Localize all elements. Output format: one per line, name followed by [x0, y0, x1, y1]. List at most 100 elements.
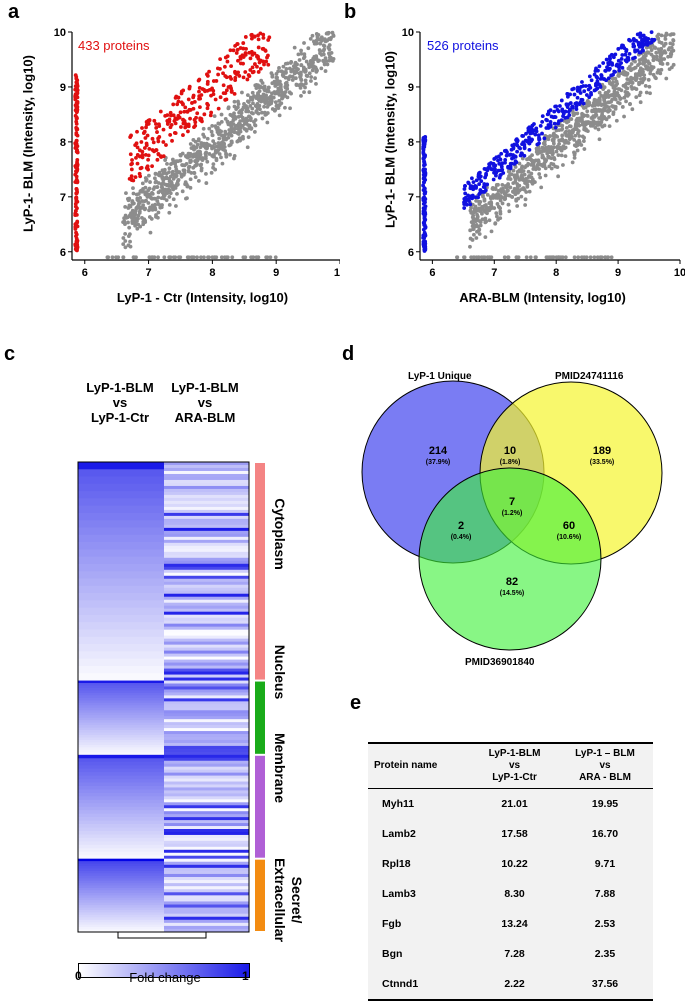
data-point — [594, 120, 599, 125]
data-point — [206, 255, 211, 260]
data-point — [198, 145, 203, 150]
enriched-point — [135, 145, 140, 150]
enriched-point — [178, 110, 183, 115]
data-point — [256, 91, 260, 96]
enriched-point — [510, 143, 515, 148]
data-point — [471, 221, 476, 226]
heatmap-cell — [164, 554, 249, 559]
heatmap-cell — [164, 922, 249, 927]
enriched-point — [179, 125, 183, 129]
data-point — [262, 104, 266, 109]
venn-region-lyp1-pmid247: 10 (1.8%) — [499, 445, 521, 466]
data-point — [561, 163, 565, 167]
data-point — [184, 162, 189, 166]
enriched-point — [130, 158, 134, 162]
heatmap-cell — [78, 917, 164, 921]
data-point — [485, 207, 489, 212]
data-point — [515, 182, 520, 186]
enriched-point — [537, 135, 541, 140]
enriched-point — [623, 58, 628, 63]
data-point — [477, 219, 482, 223]
data-point — [123, 204, 128, 209]
data-point — [654, 54, 659, 59]
enriched-point — [164, 143, 168, 147]
enriched-point — [224, 97, 229, 102]
enriched-point — [423, 225, 428, 230]
enriched-point — [143, 136, 148, 140]
data-point — [671, 38, 676, 42]
enriched-point — [236, 58, 240, 63]
enriched-point — [158, 109, 163, 114]
data-point — [511, 181, 516, 186]
enriched-point — [535, 142, 540, 147]
data-point — [322, 62, 327, 67]
enriched-point — [234, 51, 239, 55]
data-point — [147, 186, 152, 191]
data-point — [150, 206, 155, 210]
enriched-point — [468, 186, 473, 191]
panel-label-c: c — [4, 343, 16, 365]
data-point — [468, 244, 472, 249]
enriched-point — [482, 184, 487, 189]
data-point — [515, 204, 520, 208]
enriched-point — [137, 148, 142, 153]
data-point — [130, 219, 135, 224]
heatmap-cell — [164, 843, 249, 848]
data-point — [314, 38, 319, 43]
enriched-point — [463, 184, 467, 188]
data-point — [309, 79, 313, 83]
venn-circle-pmid36901840 — [418, 467, 602, 651]
enriched-point — [422, 180, 426, 185]
data-point — [500, 201, 505, 206]
data-point — [639, 72, 644, 77]
enriched-point — [75, 144, 80, 148]
heatmap-cell — [78, 820, 164, 825]
data-point — [146, 201, 151, 205]
data-point — [595, 255, 600, 260]
fold-change-ara-cell: 19.95 — [591, 798, 619, 810]
enriched-point — [575, 95, 580, 100]
data-point — [559, 153, 564, 158]
enriched-point — [157, 122, 161, 127]
data-point — [321, 43, 326, 48]
data-point — [468, 228, 473, 233]
enriched-point — [243, 51, 248, 55]
heatmap-cell — [78, 542, 164, 551]
heatmap-cell — [78, 810, 164, 815]
data-point — [209, 170, 214, 175]
data-point — [326, 30, 331, 35]
data-point — [524, 190, 529, 194]
data-point — [203, 144, 208, 149]
enriched-point — [476, 174, 481, 179]
data-point — [320, 38, 324, 43]
enriched-point — [621, 43, 625, 48]
data-point — [506, 255, 510, 260]
data-point — [210, 124, 215, 128]
data-point — [455, 255, 460, 260]
heatmap-cell — [164, 805, 249, 809]
data-point — [540, 155, 545, 160]
data-point — [562, 139, 567, 144]
data-point — [241, 105, 246, 110]
heatmap-cell — [164, 539, 249, 544]
enriched-point — [617, 68, 622, 73]
data-point — [258, 84, 263, 89]
data-point — [246, 109, 251, 114]
data-point — [256, 255, 261, 260]
data-point — [295, 62, 299, 67]
data-point — [166, 187, 171, 192]
data-point — [670, 42, 675, 47]
data-point — [254, 82, 259, 87]
data-point — [156, 195, 161, 200]
enriched-point — [186, 97, 191, 102]
heatmap-cell — [78, 697, 164, 701]
protein-name-cell: Ctnnd1 — [382, 978, 419, 990]
heatmap-cell — [164, 518, 249, 523]
data-point — [472, 206, 477, 211]
heatmap-cell — [78, 527, 164, 536]
enriched-point — [145, 133, 150, 138]
data-point — [637, 80, 641, 85]
data-point — [611, 104, 616, 109]
enriched-point — [578, 91, 583, 95]
heatmap-cell — [78, 683, 164, 687]
